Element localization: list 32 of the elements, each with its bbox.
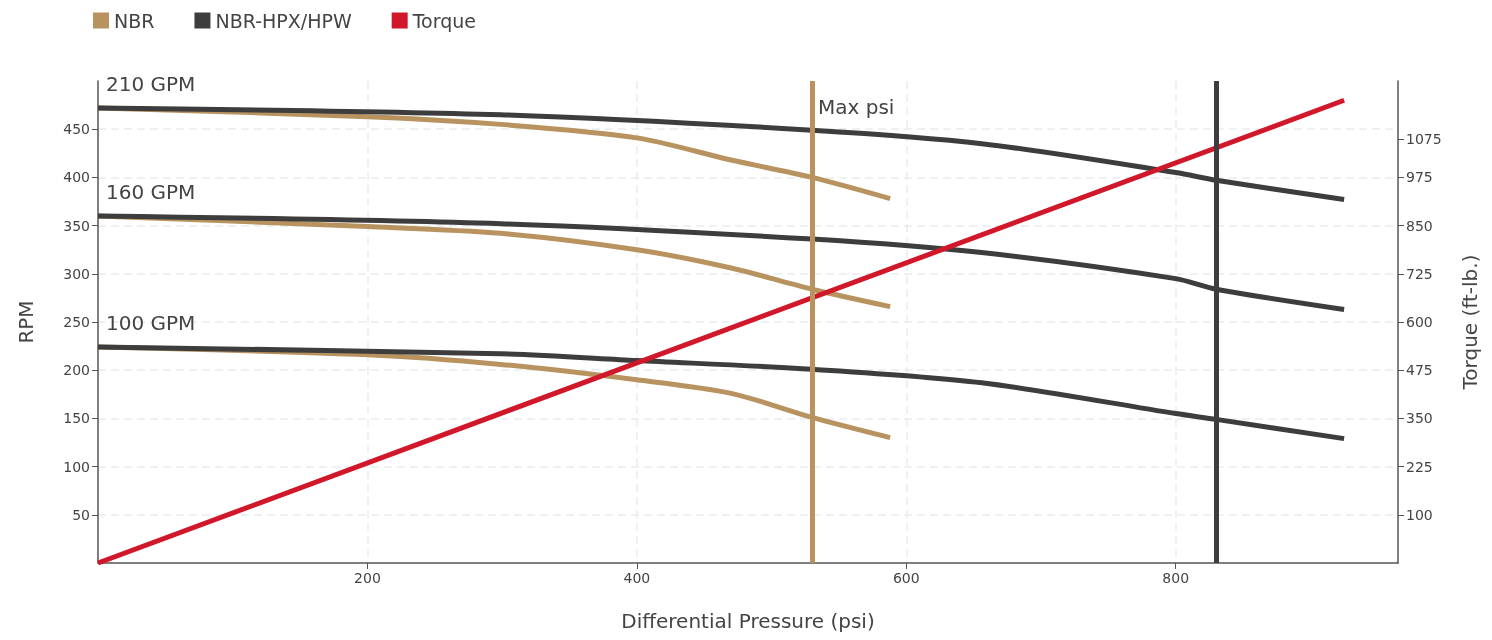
- y-tick-label: 200: [63, 362, 90, 379]
- y-tick-label: 400: [63, 169, 90, 186]
- y-tick-label: 450: [63, 121, 90, 138]
- annotation: 210 GPM: [106, 71, 196, 96]
- x-tick-label: 400: [623, 570, 651, 586]
- annotation: 100 GPM: [106, 311, 196, 336]
- y-tick-label: 250: [63, 314, 90, 330]
- y2-tick-label: 600: [1406, 314, 1433, 330]
- y2-tick-label: 850: [1406, 217, 1433, 234]
- y2-axis-title: Torque (ft-lb.): [1458, 254, 1482, 391]
- y2-tick-label: 225: [1406, 458, 1433, 475]
- annotation: 160 GPM: [106, 179, 196, 204]
- y-tick-label: 350: [63, 217, 90, 234]
- y-tick-label: 300: [63, 265, 90, 282]
- ref-line-label: Max psi: [817, 95, 895, 119]
- y2-tick-label: 1075: [1406, 130, 1442, 147]
- legend-label: Torque: [411, 9, 476, 32]
- x-axis-title: Differential Pressure (psi): [621, 609, 875, 633]
- y-axis-title: RPM: [14, 300, 38, 344]
- y2-tick-label: 725: [1406, 265, 1433, 282]
- x-tick-label: 800: [1162, 570, 1190, 586]
- y2-tick-label: 100: [1406, 506, 1433, 523]
- y-tick-label: 100: [63, 458, 90, 475]
- y-tick-label: 50: [72, 506, 90, 523]
- y2-tick-label: 975: [1406, 169, 1433, 186]
- x-tick-label: 600: [892, 570, 920, 586]
- legend-label: NBR: [114, 9, 155, 32]
- y2-tick-label: 350: [1406, 410, 1433, 427]
- y-tick-label: 150: [63, 410, 90, 427]
- legend-label: NBR-HPX/HPW: [215, 9, 352, 32]
- y2-tick-label: 475: [1406, 362, 1433, 379]
- x-tick-label: 200: [354, 570, 381, 586]
